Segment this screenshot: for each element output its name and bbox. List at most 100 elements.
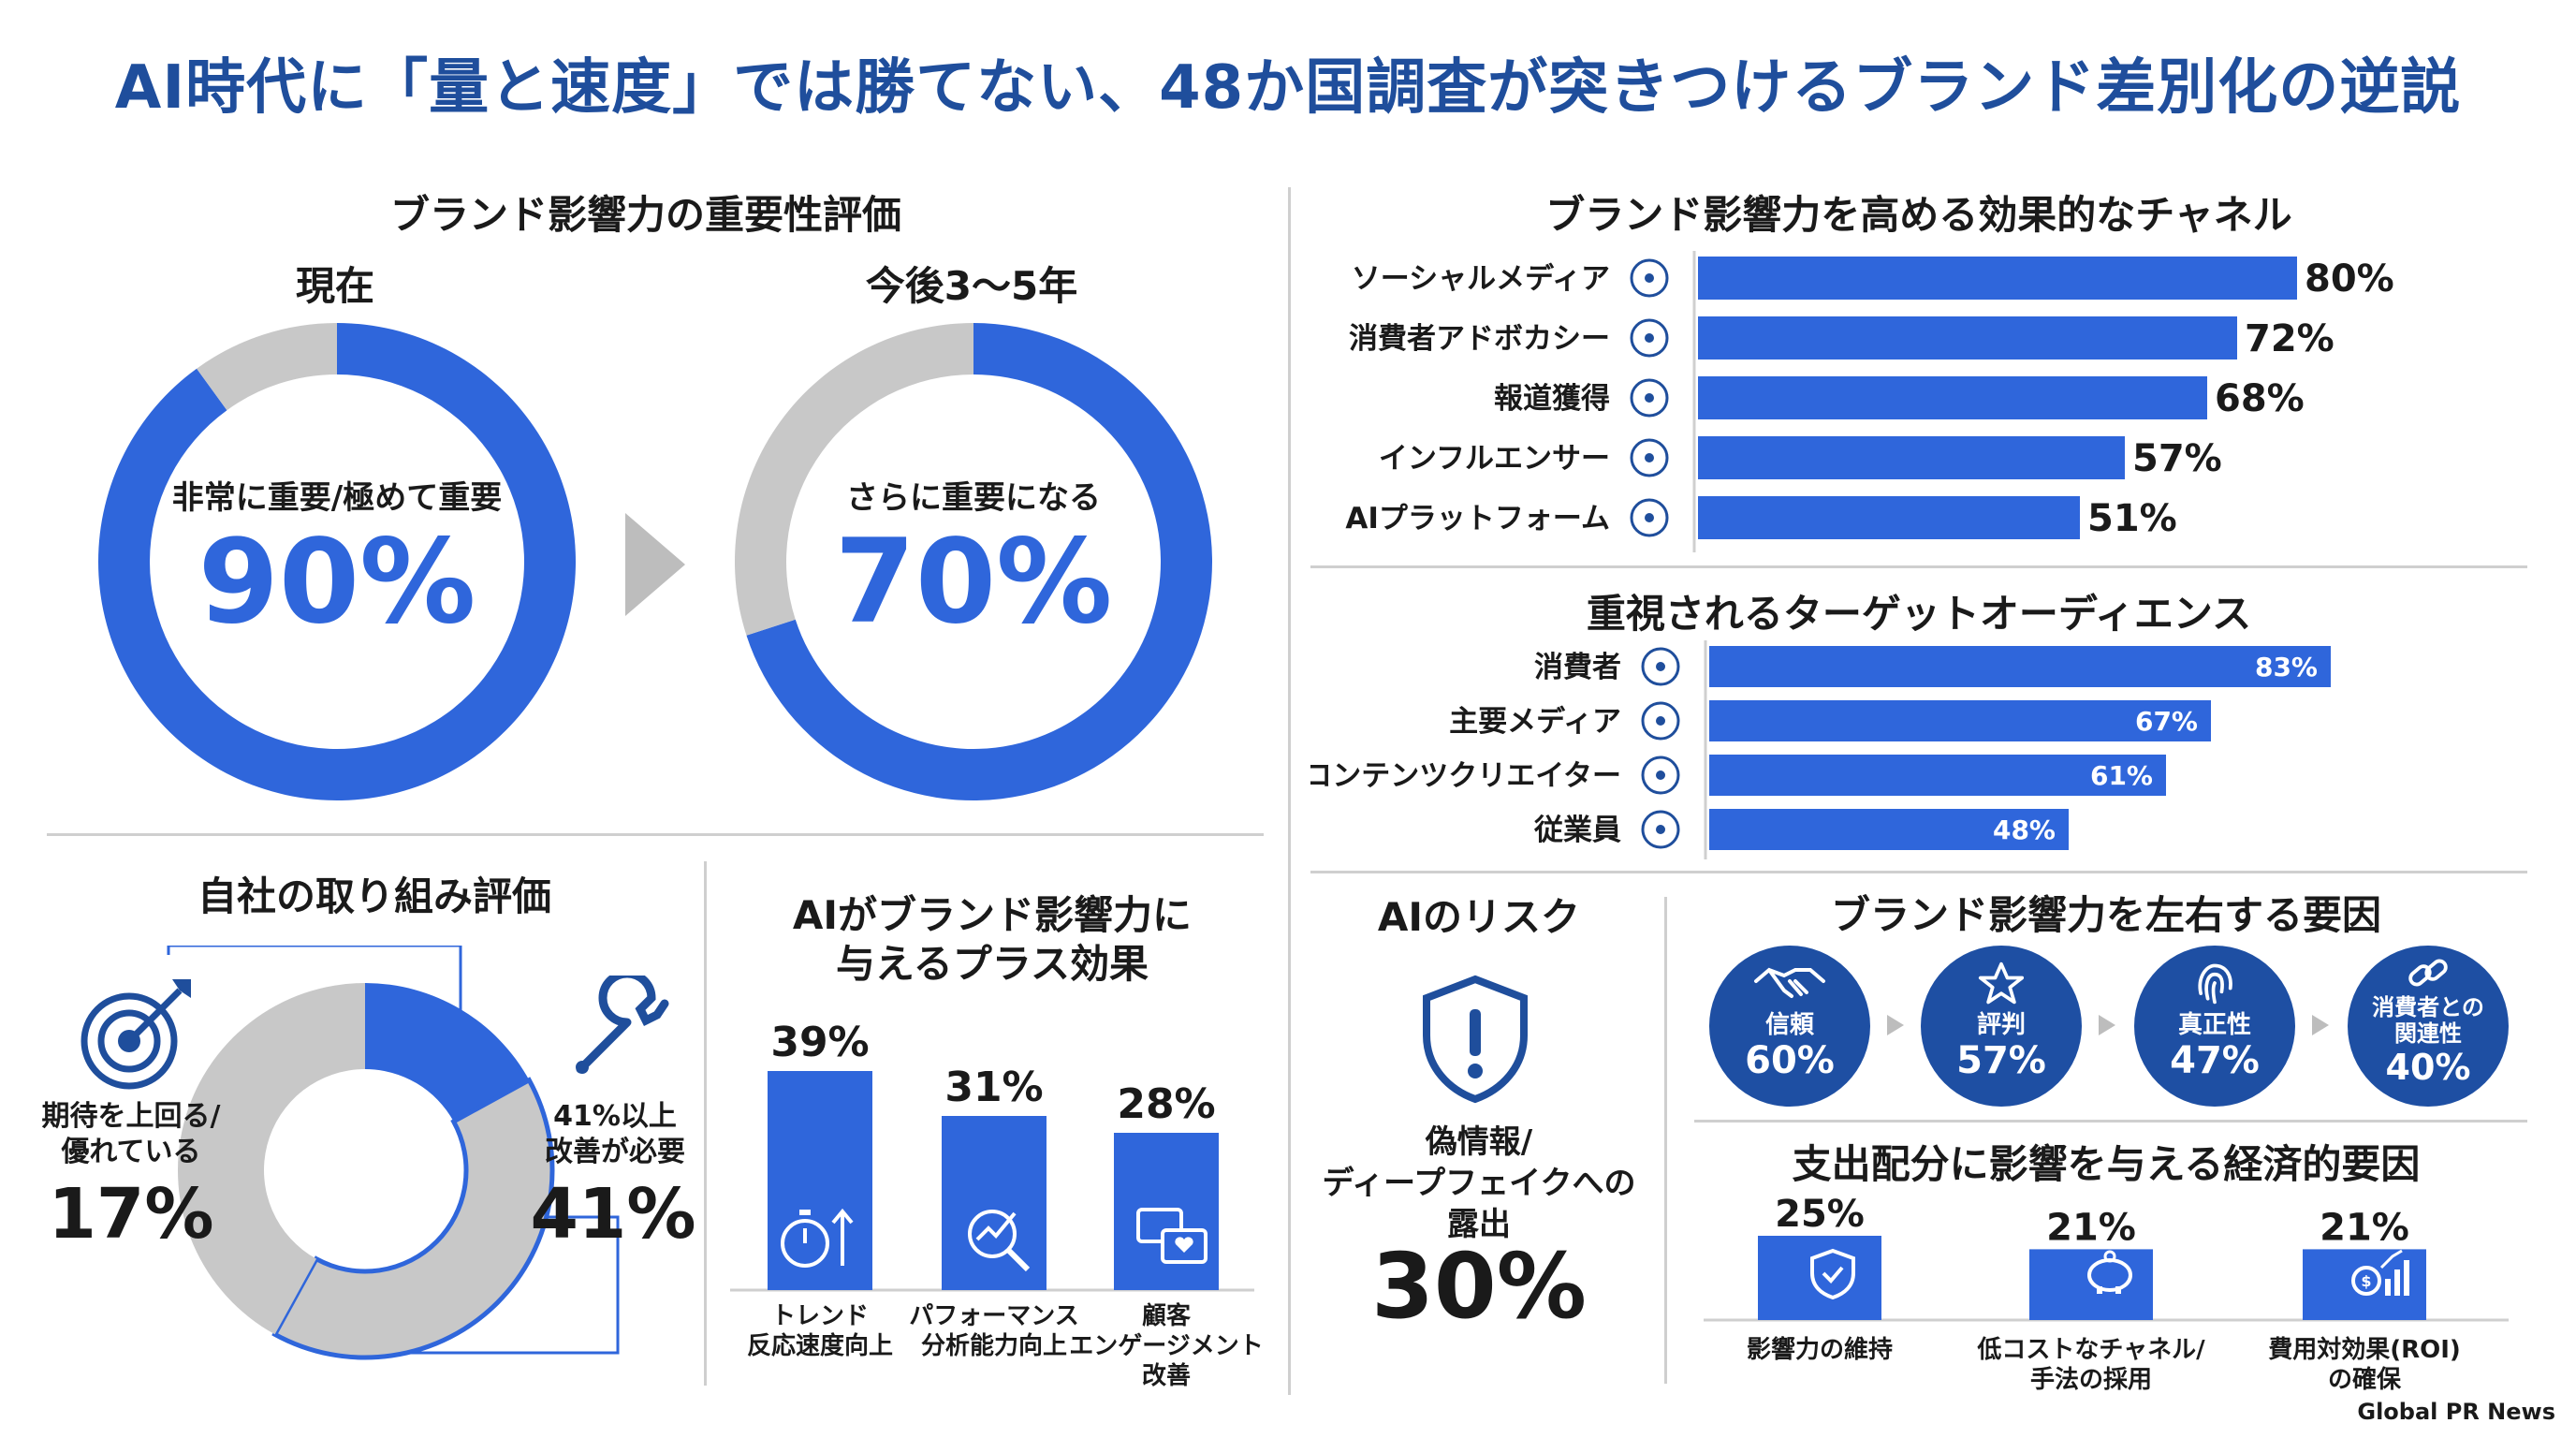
future-value: 70%	[834, 515, 1113, 650]
ai-plus-category-label: パフォーマンス	[909, 1302, 1078, 1330]
factor-relevance: 消費者との 関連性 40%	[2348, 946, 2509, 1107]
current-donut-chart	[97, 323, 576, 800]
fingerprint-icon	[2198, 963, 2232, 1005]
factor-reputation-value: 57%	[1956, 1039, 2046, 1082]
economic-value-label: 25%	[1775, 1193, 1865, 1236]
audience-bar	[1709, 809, 2069, 850]
channels-bar-chart: ソーシャルメディア 80% 消費者アドボカシー 72% 報道獲得 68% インフルエンサー 5…	[1345, 251, 2394, 552]
future-donut-slice-2	[735, 323, 973, 636]
channels-bar	[1698, 436, 2125, 479]
ai-risk-caption-line3: 露出	[1447, 1206, 1511, 1243]
ai-plus-heading-line2: 与えるプラス効果	[836, 941, 1149, 987]
factor-authenticity: 真正性 47%	[2134, 946, 2295, 1107]
self-eval-right-label: 41%以上改善が必要	[545, 1100, 685, 1168]
self-eval-donut-chart	[167, 946, 620, 1360]
future-label: 今後3〜5年	[865, 263, 1078, 309]
shield-warning-icon	[1423, 975, 1528, 1104]
page-title: AI時代に「量と速度」では勝てない、48か国調査が突きつけるブランド差別化の逆説	[114, 53, 2462, 123]
factors-heading: ブランド影響力を左右する要因	[1830, 892, 2381, 938]
economic-bar	[2029, 1249, 2153, 1320]
channels-category-label: ソーシャルメディア	[1352, 262, 1610, 296]
svg-text:$: $	[2361, 1272, 2371, 1290]
ai-risk-value: 30%	[1371, 1234, 1587, 1339]
ai-plus-category-label: トレンド	[771, 1302, 869, 1330]
current-value: 90%	[198, 515, 476, 650]
audience-category-label: 消費者	[1534, 651, 1621, 684]
future-donut-chart	[735, 323, 1212, 801]
ai-plus-category-label: 反応速度向上	[747, 1331, 893, 1360]
chat-heart-icon	[1136, 1208, 1208, 1264]
audience-category-label: コンテンツクリエイター	[1310, 759, 1621, 793]
ai-plus-bar	[942, 1116, 1046, 1290]
future-caption: さらに重要になる	[846, 479, 1101, 517]
factor-reputation: 評判 57%	[1921, 946, 2082, 1107]
divider-left-vertical	[704, 861, 707, 1386]
channels-row-icon	[1630, 318, 1669, 358]
channels-category-label: 消費者アドボカシー	[1349, 322, 1610, 356]
channels-category-label: インフルエンサー	[1379, 442, 1610, 476]
audience-row-icon	[1641, 647, 1680, 686]
self-eval-donut-slice-2	[271, 1077, 555, 1360]
audience-category-label: 従業員	[1533, 814, 1621, 847]
divider-left-horizontal	[47, 833, 1264, 836]
channels-row-icon	[1630, 378, 1669, 418]
current-label: 現在	[295, 263, 374, 309]
connector-line-left	[167, 946, 462, 1030]
handshake-icon	[1754, 967, 1825, 998]
channels-bar	[1698, 496, 2080, 539]
factor-relevance-label-line1: 消費者との	[2372, 994, 2484, 1020]
channels-category-label: 報道獲得	[1494, 382, 1610, 416]
factor-relevance-value: 40%	[2385, 1047, 2471, 1088]
economic-category-label: 低コストなチャネル/	[1976, 1336, 2205, 1364]
ai-plus-category-label: 分析能力向上	[921, 1331, 1067, 1360]
ai-plus-heading-line1: AIがブランド影響力に	[792, 892, 1193, 938]
piggy-bank-icon	[2087, 1250, 2132, 1294]
ai-risk-heading: AIのリスク	[1377, 894, 1581, 940]
divider-vertical-main	[1288, 187, 1291, 1395]
audience-bar-chart: 消費者 83% 主要メディア 67% コンテンツクリエイター 61% 従業員 48%	[1310, 640, 2331, 859]
self-eval-right-value: 41%	[530, 1174, 696, 1255]
ai-plus-value-label: 39%	[770, 1019, 869, 1066]
self-eval-donut-slice-1	[365, 983, 530, 1122]
current-caption: 非常に重要/極めて重要	[171, 479, 503, 517]
divider-right-2	[1310, 871, 2527, 873]
arrow-icon	[625, 513, 685, 616]
stopwatch-icon	[781, 1208, 854, 1268]
audience-category-label: 主要メディア	[1449, 705, 1621, 739]
channels-bar	[1698, 316, 2237, 360]
economic-bar	[1758, 1236, 1881, 1320]
current-donut-slice-2	[197, 323, 337, 411]
factor-relevance-label-line2: 関連性	[2394, 1020, 2462, 1047]
analytics-icon	[968, 1210, 1031, 1272]
audience-value-label: 61%	[2090, 760, 2153, 791]
audience-bar	[1709, 755, 2166, 796]
source-credit: Global PR News	[2357, 1399, 2555, 1425]
economic-category-label: の確保	[2328, 1365, 2402, 1394]
self-eval-donut-slice-3	[178, 983, 365, 1335]
shield-check-icon	[1810, 1248, 1855, 1299]
factor-reputation-label: 評判	[1976, 1011, 2026, 1039]
ai-plus-value-label: 31%	[944, 1064, 1043, 1111]
channels-value-label: 72%	[2245, 317, 2334, 360]
ai-plus-category-label: エンゲージメント	[1069, 1332, 1263, 1360]
channels-row-icon	[1630, 438, 1669, 477]
wrench-icon	[576, 976, 669, 1074]
audience-row-icon	[1641, 701, 1680, 741]
ai-risk-caption-line1: 偽情報/	[1425, 1123, 1533, 1161]
channels-category-label: AIプラットフォーム	[1345, 502, 1610, 536]
factor-trust-label: 信頼	[1764, 1011, 1814, 1039]
economic-category-label: 手法の採用	[2030, 1366, 2152, 1394]
audience-value-label: 83%	[2255, 652, 2318, 682]
factor-authenticity-value: 47%	[2170, 1039, 2260, 1082]
divider-right-1	[1310, 565, 2527, 568]
channels-value-label: 57%	[2132, 437, 2222, 480]
economic-value-label: 21%	[2320, 1206, 2409, 1249]
channels-bar	[1698, 257, 2297, 300]
link-icon	[2408, 959, 2448, 987]
channels-value-label: 80%	[2305, 257, 2394, 301]
factor-trust: 信頼 60%	[1709, 946, 1870, 1107]
target-icon	[80, 979, 191, 1090]
self-eval-left-label: 期待を上回る/優れている	[41, 1100, 221, 1168]
channels-bar	[1698, 376, 2207, 419]
